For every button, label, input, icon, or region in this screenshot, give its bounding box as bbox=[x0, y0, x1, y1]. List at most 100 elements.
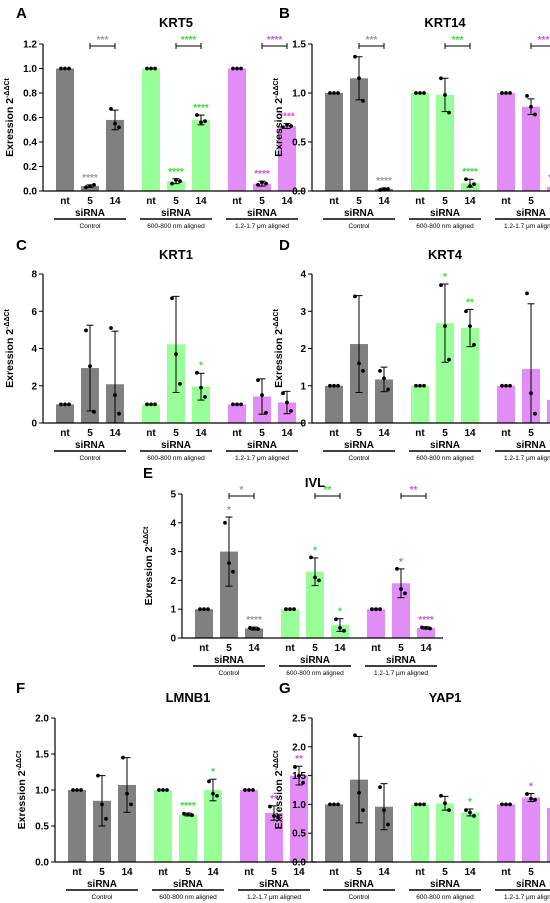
group-subtitle: 1.2-1.7 μm aligned bbox=[374, 670, 428, 677]
bracket-significance: ** bbox=[324, 485, 332, 496]
data-point bbox=[247, 788, 251, 792]
x-tick-label: 5 bbox=[442, 196, 448, 207]
x-tick-label: nt bbox=[415, 196, 425, 207]
data-point bbox=[342, 628, 346, 633]
y-axis-label-main: Exression 2 bbox=[273, 329, 285, 388]
data-point bbox=[231, 569, 235, 574]
x-tick-label: 5 bbox=[259, 196, 265, 207]
data-point bbox=[239, 402, 243, 407]
x-tick-label: nt bbox=[199, 643, 209, 654]
data-point bbox=[328, 802, 332, 807]
y-axis-label-sup: -ΔΔCt bbox=[273, 308, 280, 328]
data-point bbox=[104, 816, 108, 821]
data-point bbox=[149, 402, 153, 407]
group-title: siRNA bbox=[344, 440, 374, 451]
data-point bbox=[195, 370, 199, 375]
data-point bbox=[276, 815, 280, 820]
group-title: siRNA bbox=[430, 208, 460, 219]
data-point bbox=[165, 788, 169, 792]
x-tick-label: nt bbox=[146, 196, 156, 207]
data-point bbox=[63, 66, 67, 71]
y-axis-label: Exression 2-ΔΔCt bbox=[273, 750, 285, 829]
data-point bbox=[202, 607, 206, 612]
group-title: siRNA bbox=[247, 208, 277, 219]
data-point bbox=[525, 792, 529, 796]
y-axis-label-sup: -ΔΔCt bbox=[143, 526, 150, 546]
data-point bbox=[468, 184, 472, 189]
data-point bbox=[525, 94, 529, 98]
data-point bbox=[357, 361, 361, 366]
data-point bbox=[328, 91, 332, 95]
x-tick-label: nt bbox=[371, 643, 381, 654]
x-tick-label: 5 bbox=[173, 196, 179, 207]
bar bbox=[547, 399, 550, 423]
y-axis-label-sup: -ΔΔCt bbox=[273, 750, 280, 770]
y-axis-label: Exression 2-ΔΔCt bbox=[16, 750, 28, 829]
data-point bbox=[464, 808, 468, 813]
data-point bbox=[508, 383, 512, 388]
panel-letter: F bbox=[16, 680, 25, 697]
data-point bbox=[153, 402, 157, 407]
data-point bbox=[414, 802, 418, 807]
data-point bbox=[251, 788, 255, 792]
significance-mark: **** bbox=[279, 112, 295, 123]
x-tick-label: 14 bbox=[420, 643, 432, 654]
x-tick-label: 5 bbox=[356, 196, 362, 207]
data-point bbox=[504, 91, 508, 95]
x-tick-label: 5 bbox=[528, 428, 534, 439]
y-tick-label: 1 bbox=[300, 381, 306, 392]
data-point bbox=[59, 402, 63, 407]
x-tick-label: 14 bbox=[464, 196, 476, 207]
data-point bbox=[361, 808, 365, 813]
bar bbox=[497, 385, 515, 423]
chart-title: KRT14 bbox=[424, 15, 466, 30]
y-axis-label: Exression 2-ΔΔCt bbox=[4, 77, 16, 156]
x-tick-label: 5 bbox=[271, 867, 277, 878]
y-tick-label: 1.0 bbox=[292, 800, 306, 811]
bar bbox=[522, 106, 540, 191]
group-title: siRNA bbox=[430, 879, 460, 890]
data-point bbox=[186, 812, 190, 817]
data-point bbox=[361, 98, 365, 103]
data-point bbox=[113, 121, 117, 126]
x-tick-label: 14 bbox=[464, 867, 476, 878]
x-tick-label: 5 bbox=[528, 867, 534, 878]
bar bbox=[436, 323, 454, 423]
x-tick-label: 14 bbox=[207, 867, 219, 878]
significance-mark: **** bbox=[548, 173, 550, 184]
y-axis-label: Exression 2-ΔΔCt bbox=[4, 308, 16, 387]
data-point bbox=[500, 383, 504, 388]
data-point bbox=[203, 119, 207, 124]
data-point bbox=[281, 391, 285, 396]
data-point bbox=[353, 294, 357, 299]
data-point bbox=[170, 181, 174, 186]
group-title: siRNA bbox=[247, 440, 277, 451]
data-point bbox=[268, 804, 272, 809]
y-tick-label: 4 bbox=[300, 270, 306, 281]
data-point bbox=[92, 182, 96, 187]
bar bbox=[93, 800, 111, 862]
significance-mark: **** bbox=[246, 615, 262, 626]
bar bbox=[411, 93, 429, 191]
panel-krt4: D KRT4 0 1 2 3 4 Exression 2-ΔΔCt nt 5 14 nt * 5 ** 14 n… bbox=[273, 237, 550, 462]
data-point bbox=[403, 591, 407, 596]
y-tick-label: 2.5 bbox=[292, 714, 306, 725]
x-tick-label: 14 bbox=[109, 428, 121, 439]
group-subtitle: 600-800 nm aligned bbox=[416, 223, 474, 230]
panel-letter: C bbox=[16, 237, 27, 254]
data-point bbox=[472, 182, 476, 187]
data-point bbox=[252, 626, 256, 631]
data-point bbox=[272, 814, 276, 818]
data-point bbox=[88, 184, 92, 189]
x-tick-label: nt bbox=[232, 196, 242, 207]
bar bbox=[290, 775, 308, 862]
x-tick-label: 14 bbox=[109, 196, 121, 207]
data-point bbox=[289, 408, 293, 413]
group-subtitle: Control bbox=[80, 223, 102, 230]
x-tick-label: 14 bbox=[281, 196, 293, 207]
bracket-significance: * bbox=[240, 485, 244, 496]
chart-title: IVL bbox=[305, 475, 325, 490]
x-tick-label: 14 bbox=[195, 428, 207, 439]
y-tick-label: 0.5 bbox=[292, 829, 306, 840]
